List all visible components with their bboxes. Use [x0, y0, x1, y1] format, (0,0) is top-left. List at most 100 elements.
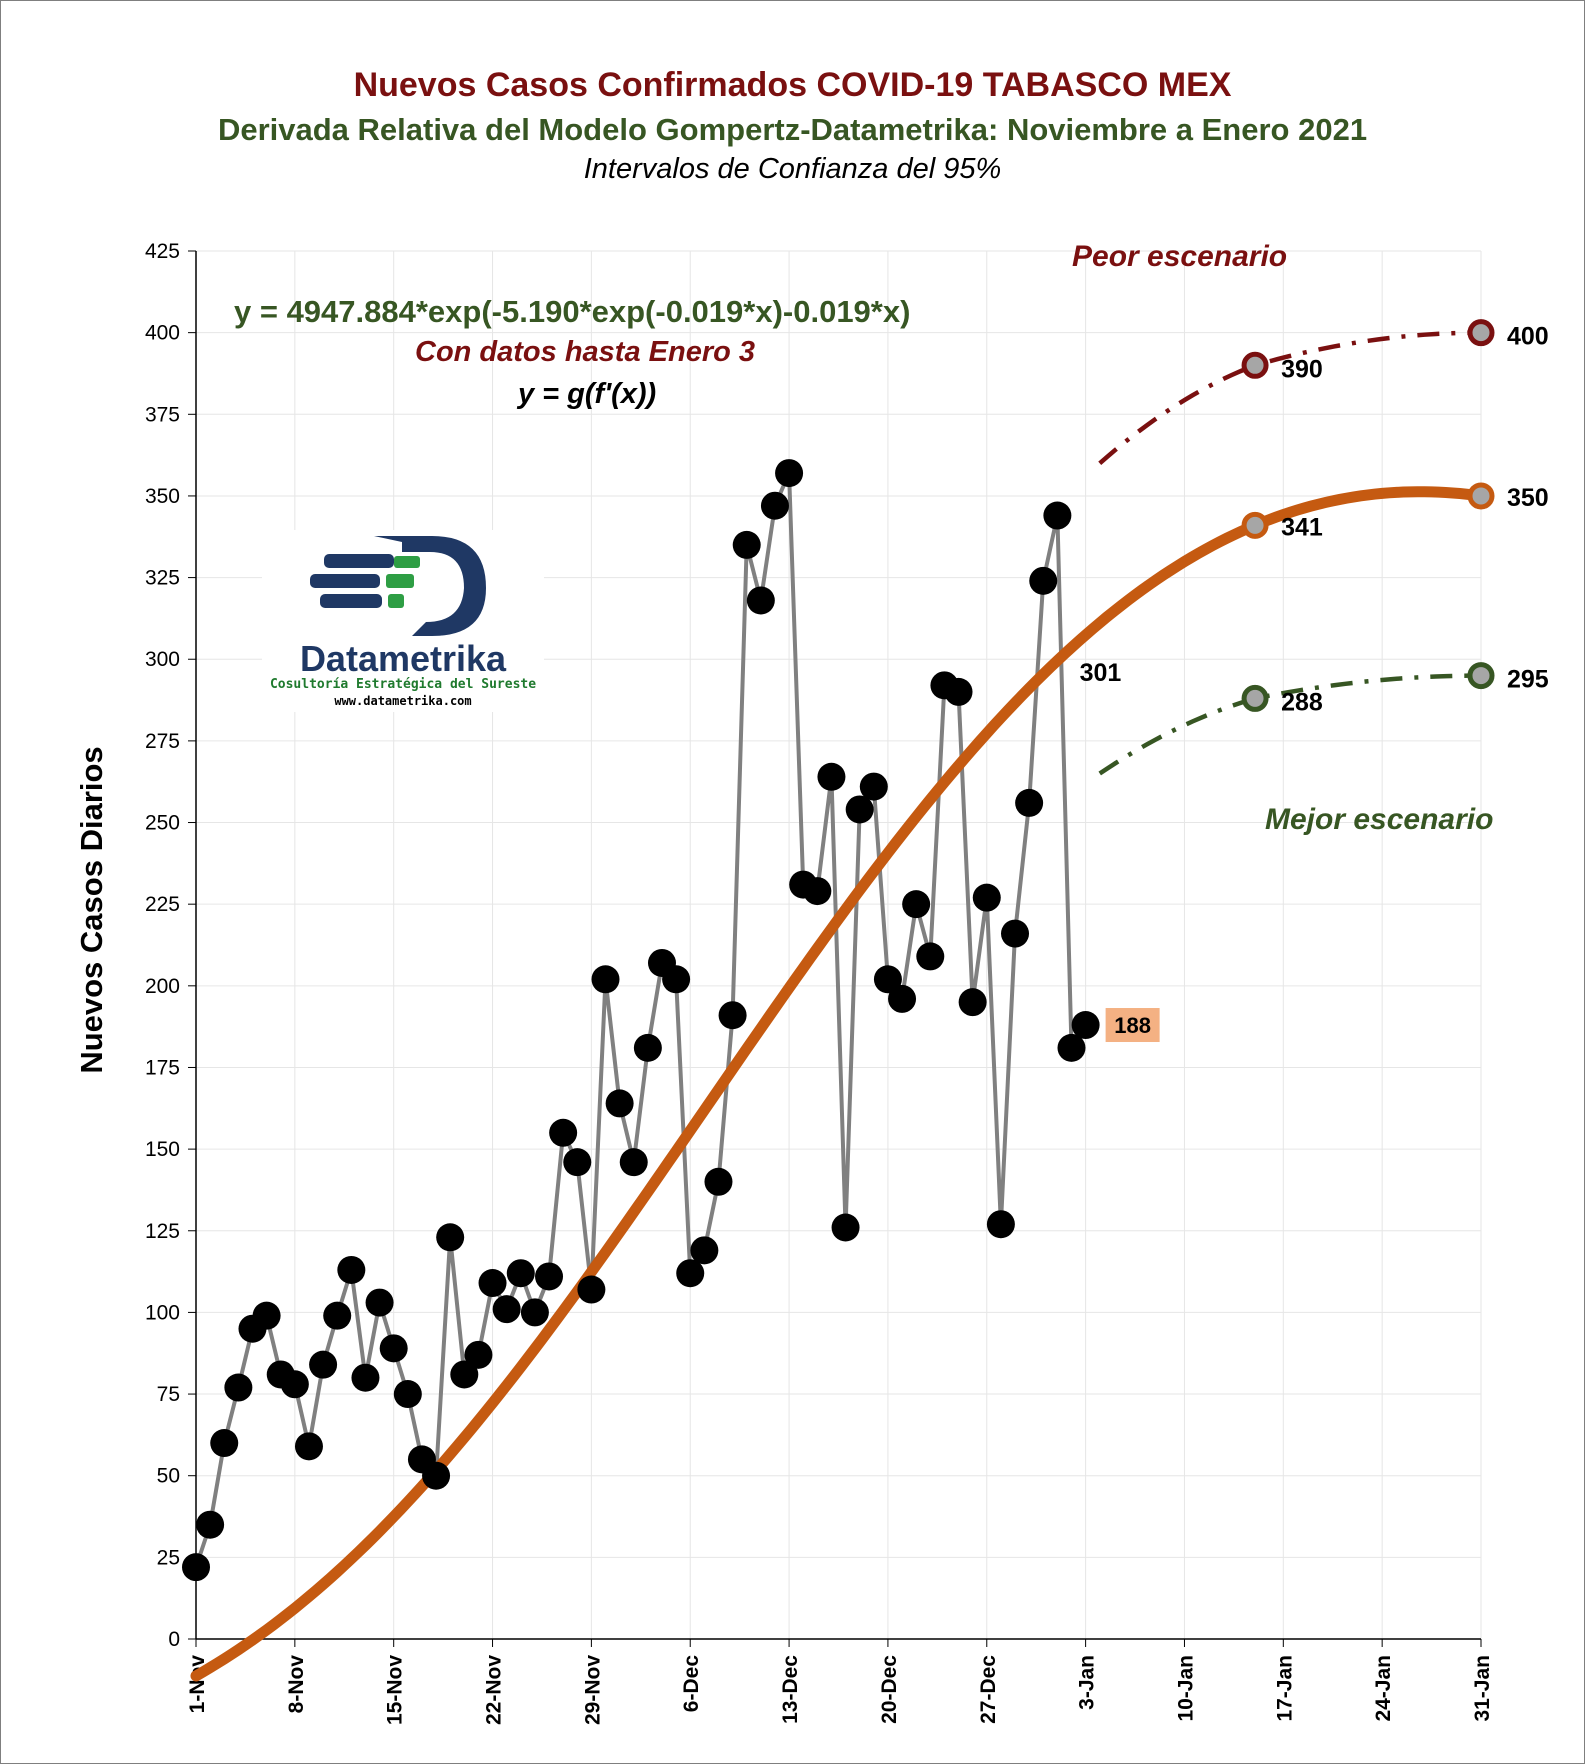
- last-value-label: 188: [1114, 1013, 1151, 1038]
- x-tick-label: 20-Dec: [878, 1655, 901, 1724]
- observed-point: [662, 965, 691, 994]
- logo-tagline: Cosultoría Estratégica del Sureste: [269, 677, 537, 692]
- observed-point: [873, 965, 902, 994]
- observed-point: [704, 1167, 733, 1196]
- observed-point: [803, 877, 832, 906]
- observed-point: [605, 1089, 634, 1118]
- y-axis-label: Nuevos Casos Diarios: [74, 746, 109, 1074]
- last-value-box: [1105, 1008, 1160, 1043]
- observed-point: [450, 1360, 479, 1389]
- y-tick-label: 100: [145, 1301, 180, 1324]
- worst-scenario-line: [1098, 330, 1482, 465]
- x-tick-label: 31-Jan: [1471, 1655, 1494, 1722]
- y-tick-label: 375: [145, 403, 180, 426]
- observed-series-line: [194, 472, 1088, 1568]
- y-tick-label: 425: [145, 240, 180, 263]
- observed-point: [958, 988, 987, 1017]
- observed-point: [972, 883, 1001, 912]
- x-tick-label: 24-Jan: [1372, 1655, 1395, 1722]
- observed-point: [944, 677, 973, 706]
- observed-point: [619, 1148, 648, 1177]
- observed-point: [182, 1553, 210, 1582]
- y-tick-label: 325: [145, 567, 180, 590]
- observed-point: [676, 1259, 705, 1288]
- worst-scenario-value-label: 400: [1507, 323, 1549, 351]
- best-scenario-value-label: 288: [1281, 688, 1323, 716]
- observed-point: [1071, 1011, 1100, 1040]
- observed-point: [986, 1210, 1015, 1239]
- x-tick-label: 22-Nov: [483, 1655, 506, 1725]
- observed-point: [591, 965, 620, 994]
- observed-point: [563, 1148, 592, 1177]
- y-tick-label: 400: [145, 322, 180, 345]
- observed-point: [1057, 1033, 1086, 1062]
- y-tick-label: 175: [145, 1056, 180, 1079]
- y-tick-label: 125: [145, 1220, 180, 1243]
- observed-point: [859, 772, 888, 801]
- x-tick-label: 1-Nov: [186, 1655, 209, 1714]
- chart-title: Nuevos Casos Confirmados COVID-19 TABASC…: [353, 66, 1232, 104]
- observed-point: [492, 1295, 521, 1324]
- observed-point: [718, 1001, 747, 1030]
- fit-value-label: 341: [1281, 513, 1323, 541]
- observed-point: [393, 1380, 422, 1409]
- observed-point: [196, 1510, 225, 1539]
- observed-point: [210, 1429, 239, 1458]
- observed-point: [1043, 501, 1072, 530]
- observed-point: [535, 1262, 564, 1291]
- chart-subtitle: Derivada Relativa del Modelo Gompertz-Da…: [217, 112, 1368, 147]
- y-tick-label: 350: [145, 485, 180, 508]
- x-tick-label: 17-Jan: [1273, 1655, 1296, 1722]
- chart-subtitle-confidence: Intervalos de Confianza del 95%: [583, 153, 1002, 185]
- worst-scenario-point: [1467, 319, 1495, 347]
- observed-point: [817, 762, 846, 791]
- observed-point: [775, 459, 804, 488]
- observed-point: [506, 1259, 535, 1288]
- x-tick-label: 27-Dec: [977, 1655, 1000, 1724]
- x-tick-label: 15-Nov: [384, 1655, 407, 1725]
- y-tick-label: 225: [145, 893, 180, 916]
- y-tick-label: 200: [145, 975, 180, 998]
- x-tick-label: 10-Jan: [1174, 1655, 1197, 1722]
- observed-point: [1015, 788, 1044, 817]
- observed-point: [294, 1432, 323, 1461]
- y-tick-label: 150: [145, 1138, 180, 1161]
- observed-point: [577, 1275, 606, 1304]
- equation-note: Con datos hasta Enero 3: [415, 336, 756, 368]
- observed-point: [690, 1236, 719, 1265]
- observed-point: [633, 1033, 662, 1062]
- equation-note-2: y = g(f'(x)): [518, 378, 657, 410]
- observed-point: [379, 1334, 408, 1363]
- fit-value-label: 301: [1080, 659, 1122, 687]
- y-tick-label: 0: [168, 1628, 180, 1651]
- fit-point: [1467, 482, 1495, 510]
- model-equation: y = 4947.884*exp(-5.190*exp(-0.019*x)-0.…: [234, 294, 911, 329]
- observed-point: [831, 1213, 860, 1242]
- observed-point: [280, 1370, 309, 1399]
- datametrika-logo: Datametrika Cosultoría Estratégica del S…: [262, 530, 544, 712]
- x-tick-label: 6-Dec: [680, 1655, 703, 1713]
- observed-point: [732, 530, 761, 559]
- fit-point: [1241, 511, 1269, 539]
- y-tick-label: 75: [157, 1383, 180, 1406]
- observed-point: [549, 1118, 578, 1147]
- y-tick-label: 50: [157, 1465, 180, 1488]
- observed-point: [309, 1350, 338, 1379]
- observed-point: [323, 1301, 352, 1330]
- y-tick-label: 275: [145, 730, 180, 753]
- observed-point: [1029, 566, 1058, 595]
- worst-scenario-point: [1241, 351, 1269, 379]
- x-tick-label: 29-Nov: [581, 1655, 604, 1725]
- best-scenario-value-label: 295: [1507, 666, 1549, 694]
- observed-point: [351, 1363, 380, 1392]
- y-tick-label: 300: [145, 648, 180, 671]
- observed-point: [845, 795, 874, 824]
- best-scenario-point: [1241, 684, 1269, 712]
- x-tick-label: 8-Nov: [285, 1655, 308, 1714]
- observed-point: [464, 1340, 493, 1369]
- x-tick-label: 3-Jan: [1076, 1655, 1099, 1710]
- y-tick-label: 25: [157, 1546, 180, 1569]
- observed-point: [224, 1373, 253, 1402]
- observed-point: [478, 1269, 507, 1298]
